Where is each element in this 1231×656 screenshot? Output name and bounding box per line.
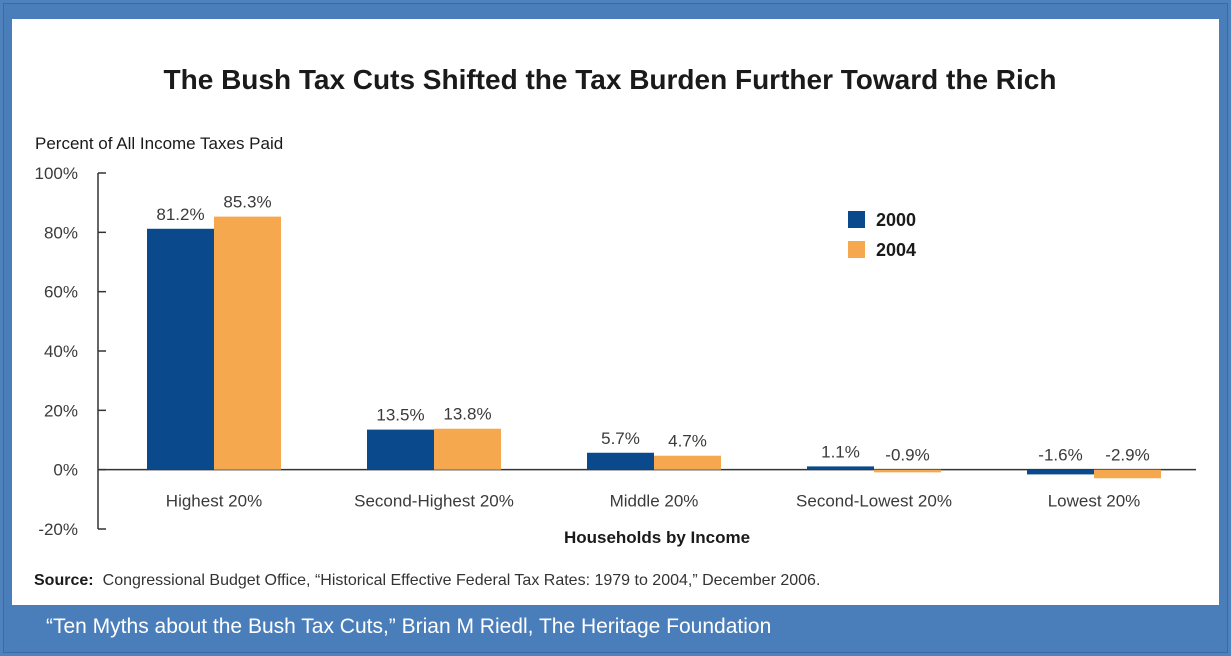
data-label: 4.7% [668, 432, 707, 451]
legend: 2000 2004 [848, 210, 916, 260]
bar-2004 [434, 428, 501, 470]
data-label: 13.8% [443, 405, 491, 424]
citation-caption: “Ten Myths about the Bush Tax Cuts,” Bri… [46, 615, 772, 638]
bar-2000 [1027, 469, 1094, 475]
y-tick-label: 0% [53, 461, 78, 480]
legend-swatch-2000 [848, 211, 865, 228]
data-label: -1.6% [1038, 446, 1082, 465]
y-tick-label: 40% [44, 342, 78, 361]
bar-chart: The Bush Tax Cuts Shifted the Tax Burden… [34, 64, 1196, 589]
data-label: 5.7% [601, 429, 640, 448]
data-label: 81.2% [156, 205, 204, 224]
source-label: Source: [34, 572, 94, 589]
chart-panel: The Bush Tax Cuts Shifted the Tax Burden… [12, 19, 1219, 605]
bar-2004 [1094, 469, 1161, 479]
y-axis-label: Percent of All Income Taxes Paid [35, 134, 283, 153]
bar-2000 [807, 466, 874, 470]
data-label: -0.9% [885, 446, 929, 465]
data-label: -2.9% [1105, 446, 1149, 465]
plot-area: 100% 80% 60% 40% 20% 0% -20% 81.2% 85.3% Highest … [35, 164, 1196, 539]
y-tick-label: 80% [44, 223, 78, 242]
bar-2004 [654, 455, 721, 470]
chart-title: The Bush Tax Cuts Shifted the Tax Burden… [164, 64, 1057, 95]
y-tick-label: -20% [38, 520, 78, 539]
y-tick-label: 100% [35, 164, 78, 183]
x-category-label: Highest 20% [166, 492, 262, 511]
x-category-label: Second-Highest 20% [354, 492, 514, 511]
bar-2000 [587, 452, 654, 470]
source-text: Congressional Budget Office, “Historical… [103, 572, 821, 589]
x-axis-label: Households by Income [564, 528, 750, 547]
bar-2000 [367, 429, 434, 470]
y-tick-label: 20% [44, 401, 78, 420]
x-category-label: Middle 20% [610, 492, 699, 511]
bar-2004 [214, 216, 281, 470]
legend-label-2000: 2000 [876, 210, 916, 230]
x-category-label: Second-Lowest 20% [796, 492, 952, 511]
source-note: Source: Congressional Budget Office, “Hi… [34, 570, 820, 589]
legend-swatch-2004 [848, 241, 865, 258]
data-label: 13.5% [376, 406, 424, 425]
x-category-label: Lowest 20% [1048, 492, 1141, 511]
bar-2000 [147, 228, 214, 470]
data-label: 85.3% [223, 193, 271, 212]
data-label: 1.1% [821, 442, 860, 461]
legend-label-2004: 2004 [876, 240, 916, 260]
bar-2004 [874, 469, 941, 473]
y-tick-label: 60% [44, 283, 78, 302]
